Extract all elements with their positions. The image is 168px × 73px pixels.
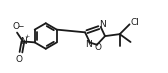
Text: O: O — [16, 55, 23, 64]
Text: N: N — [85, 40, 92, 49]
Text: +: + — [24, 34, 29, 39]
Text: N: N — [20, 37, 27, 46]
Text: −: − — [17, 22, 24, 31]
Text: N: N — [99, 20, 106, 29]
Text: O: O — [94, 43, 101, 52]
Text: O: O — [13, 22, 19, 31]
Text: Cl: Cl — [131, 18, 139, 27]
